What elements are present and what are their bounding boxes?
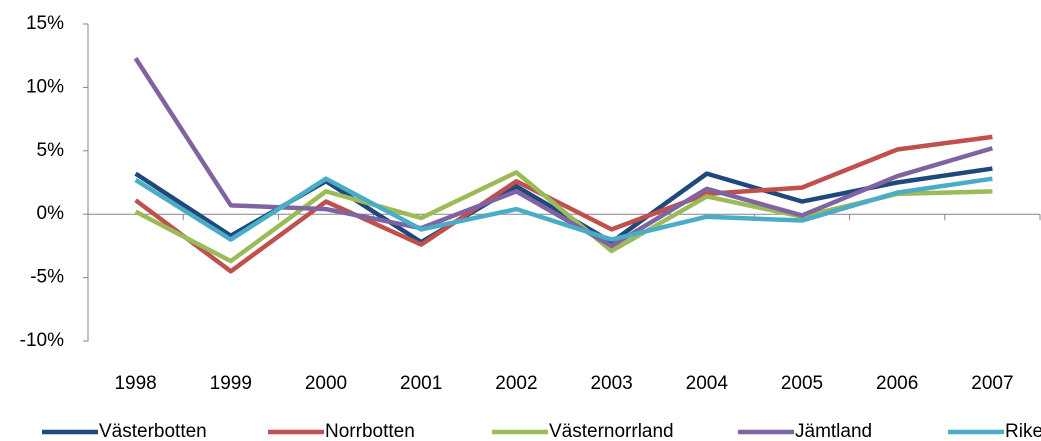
series-line [134, 176, 993, 242]
legend-label: Riket [1005, 421, 1041, 441]
y-tick-label: -10% [20, 330, 64, 351]
legend-label: Västerbotten [99, 421, 207, 441]
y-tick-label: 10% [26, 76, 64, 97]
legend-label: Norrbotten [325, 421, 415, 441]
x-tick-label: 2000 [305, 373, 347, 394]
y-tick-label: 5% [37, 140, 65, 161]
x-tick-label: 2004 [686, 373, 729, 394]
series-line [134, 134, 993, 274]
x-tick-label: 2003 [590, 373, 632, 394]
y-tick-label: 0% [37, 203, 65, 224]
x-tick-label: 2002 [495, 373, 537, 394]
x-tick-label: 2001 [400, 373, 442, 394]
x-tick-label: 1999 [210, 373, 252, 394]
y-tick-label: 15% [26, 13, 64, 34]
x-tick-label: 1998 [114, 373, 156, 394]
x-tick-label: 2006 [876, 373, 918, 394]
legend-label: Jämtland [795, 421, 872, 441]
x-tick-label: 2007 [971, 373, 1013, 394]
y-tick-label: -5% [30, 267, 64, 288]
legend-label: Västernorrland [549, 421, 674, 441]
x-tick-label: 2005 [781, 373, 823, 394]
